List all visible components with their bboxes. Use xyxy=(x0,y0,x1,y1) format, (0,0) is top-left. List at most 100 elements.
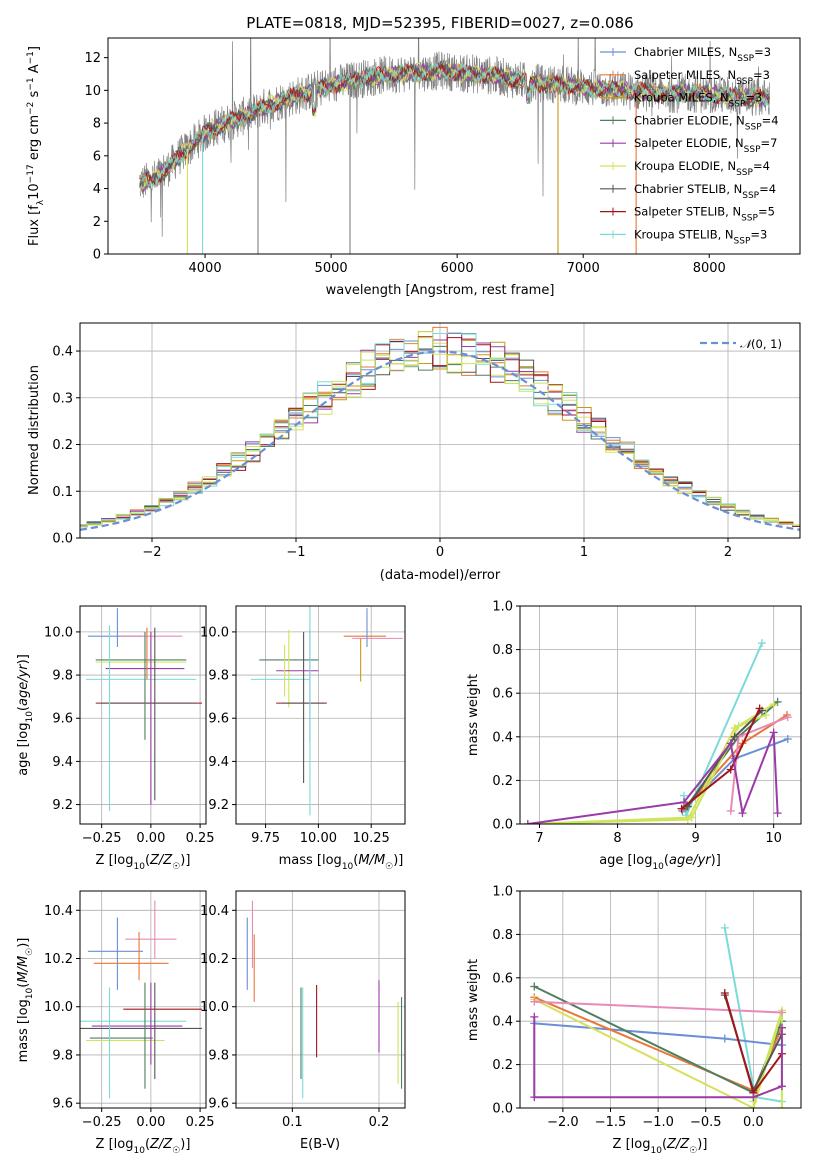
y-tick-label: 9.4 xyxy=(52,755,73,770)
y-tick-label: 8 xyxy=(93,117,101,132)
x-tick-label: −1 xyxy=(286,545,305,560)
plot-area xyxy=(85,608,203,812)
axes-frame xyxy=(519,890,802,1109)
legend-entry: Chabrier STELIB, NSSP=4 xyxy=(634,182,776,201)
y-tick-label: 10.2 xyxy=(44,952,73,967)
x-tick-label: −0.5 xyxy=(690,1115,722,1130)
x-tick-label: 8000 xyxy=(693,261,726,276)
y-tick-label: 0.1 xyxy=(52,485,73,500)
weight-point xyxy=(769,728,778,737)
y-tick-label: 0.2 xyxy=(52,438,73,453)
y-tick-label: 0.8 xyxy=(492,928,513,943)
weight-point xyxy=(720,923,729,932)
y-tick-label: 10.4 xyxy=(44,904,73,919)
chart-weight_vs_Z: −2.0 −1.5 −1.0 −0.5 0.0 0.0 0.2 0.4 0.6 0.8 1.0 xyxy=(492,885,802,1130)
x-tick-label: 10 xyxy=(765,831,782,846)
x-tick-label: 0 xyxy=(436,545,444,560)
weight-point xyxy=(687,813,696,822)
weight-point xyxy=(734,721,743,730)
weight-point xyxy=(523,820,532,824)
plot-area xyxy=(530,923,786,1108)
weight-point xyxy=(530,997,539,1006)
y-tick-label: 9.8 xyxy=(208,669,229,684)
y-tick-label: 0.2 xyxy=(492,774,513,789)
spectrum-model-line xyxy=(139,60,770,188)
y-tick-label: 4 xyxy=(93,182,101,197)
y-tick-label: 10 xyxy=(84,84,101,99)
legend-entry: Kroupa STELIB, NSSP=3 xyxy=(634,227,767,246)
x-tick-label: 7000 xyxy=(567,261,600,276)
y-tick-label: 0 xyxy=(93,248,101,263)
weight-point xyxy=(730,732,739,741)
axes-frame xyxy=(107,37,801,255)
y-tick-label: 9.6 xyxy=(52,712,73,727)
weight-point xyxy=(783,713,792,722)
legend-entry: Kroupa ELODIE, NSSP=4 xyxy=(634,159,770,178)
figure-title: PLATE=0818, MJD=52395, FIBERID=0027, z=0… xyxy=(246,14,633,32)
plot-area xyxy=(80,326,800,531)
weight-series-line xyxy=(527,732,779,824)
legend-entry: Salpeter MILES, NSSP=3 xyxy=(634,68,770,87)
y-tick-label: 10.4 xyxy=(200,904,229,919)
plot-area xyxy=(139,38,770,254)
x-tick-label: 4000 xyxy=(189,261,222,276)
legend-entry: Salpeter STELIB, NSSP=5 xyxy=(634,205,775,224)
y-tick-label: 0.2 xyxy=(492,1058,513,1073)
plot-area xyxy=(523,639,792,824)
chart-weight_vs_age: 7 8 9 10 0.0 0.2 0.4 0.6 0.8 1.0 xyxy=(492,600,802,846)
y-tick-label: 0.3 xyxy=(52,391,73,406)
weight-point xyxy=(777,1104,786,1108)
weight-point xyxy=(726,806,735,815)
hist-legend: 𝒩(0, 1) xyxy=(700,337,782,351)
chart-residual_hist: −2 −1 0 1 2 0.0 0.1 0.2 0.3 0.4 xyxy=(52,322,801,560)
histogram-step-line xyxy=(80,336,800,527)
y-tick-label: 9.8 xyxy=(52,669,73,684)
weight-series-line xyxy=(534,1000,782,1014)
weight-point xyxy=(530,1093,539,1102)
y-tick-label: 0.8 xyxy=(492,643,513,658)
y-tick-label: 9.4 xyxy=(208,755,229,770)
y-tick-label: 9.6 xyxy=(208,712,229,727)
chart-age_vs_Z: −0.25 0.00 0.25 9.2 9.4 9.6 9.8 10.0 xyxy=(44,605,215,846)
x-tick-label: 2 xyxy=(724,545,732,560)
y-tick-label: 0.0 xyxy=(52,532,73,547)
y-tick-label: 10.0 xyxy=(44,1000,73,1015)
weight-point xyxy=(783,734,792,743)
weight-point xyxy=(749,1093,758,1102)
y-tick-label: 10.0 xyxy=(200,1000,229,1015)
axes-frame xyxy=(79,605,207,825)
y-tick-label: 10.0 xyxy=(200,625,229,640)
weight-point xyxy=(738,809,747,818)
y-tick-label: 0.6 xyxy=(492,687,513,702)
x-tick-label: 8 xyxy=(613,831,621,846)
x-tick-label: 6000 xyxy=(441,261,474,276)
wAge-x-label: age [log10(age/yr)] xyxy=(599,853,721,872)
x-tick-label: −1.0 xyxy=(642,1115,674,1130)
weight-point xyxy=(677,804,686,813)
y-tick-label: 9.2 xyxy=(208,798,229,813)
spectrum-model-line xyxy=(139,62,770,188)
spectrum-y-label: Flux [fλ10−17 erg cm−2 s−1 A−1] xyxy=(26,46,46,246)
massZ-x-label: Z [log10(Z/Z☉)] xyxy=(96,1137,191,1156)
y-tick-label: 0.4 xyxy=(492,1015,513,1030)
chart-mass_vs_Z: −0.25 0.00 0.25 9.6 9.8 10.0 10.2 10.4 xyxy=(44,890,215,1130)
x-tick-label: 10.00 xyxy=(300,831,337,846)
chart-age_vs_mass: 9.75 10.00 10.25 9.2 9.4 9.6 9.8 10.0 xyxy=(200,605,406,846)
x-tick-label: 0.00 xyxy=(136,1115,165,1130)
weight-point xyxy=(777,1023,786,1032)
legend-entry: Salpeter ELODIE, NSSP=7 xyxy=(634,136,777,155)
normal-curve-line xyxy=(80,350,800,531)
wAge-y-label: mass weight xyxy=(466,674,481,756)
massEBV-x-label: E(B-V) xyxy=(300,1137,340,1152)
ageMass-x-label: mass [log10(M/M☉)] xyxy=(279,853,404,872)
weight-point xyxy=(777,1008,786,1017)
wZ-y-label: mass weight xyxy=(466,959,481,1041)
y-tick-label: 0.0 xyxy=(492,818,513,833)
x-tick-label: 5000 xyxy=(315,261,348,276)
y-tick-label: 9.8 xyxy=(52,1048,73,1063)
x-tick-label: 7 xyxy=(535,831,543,846)
y-tick-label: 0.4 xyxy=(52,345,73,360)
y-tick-label: 9.2 xyxy=(52,798,73,813)
y-tick-label: 12 xyxy=(84,51,101,66)
